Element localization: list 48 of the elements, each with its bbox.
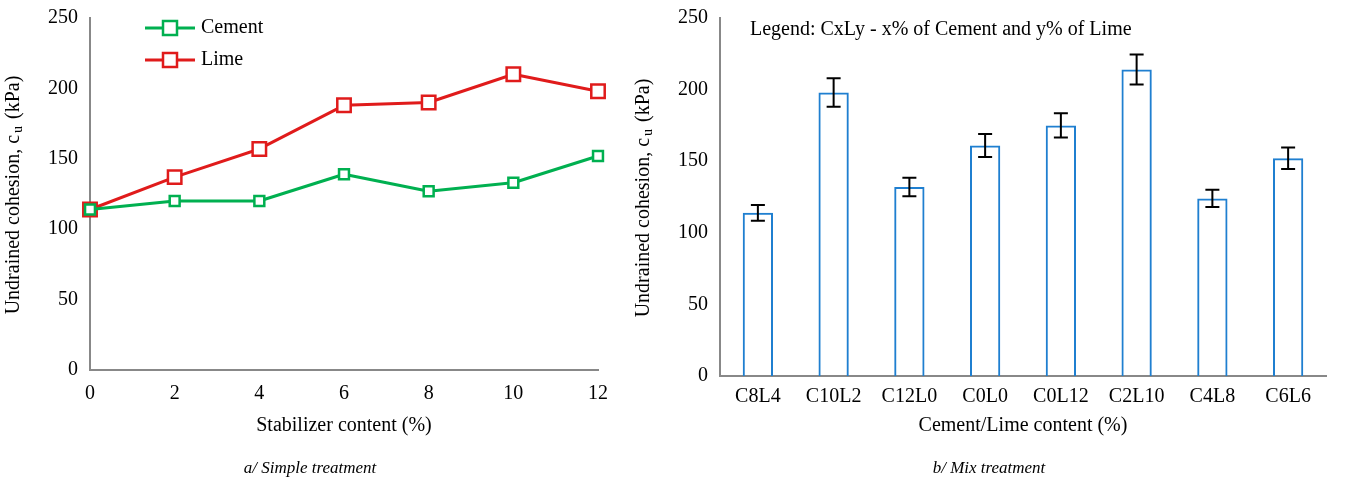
- x-tick-label: C0L0: [962, 384, 1008, 407]
- y-tick-label: 150: [48, 146, 78, 169]
- annotation: Legend: CxLy - x% of Cement and y% of Lime: [750, 17, 1132, 41]
- point: [253, 194, 266, 208]
- point: [168, 194, 181, 208]
- x-axis-title: Cement/Lime content (%): [918, 413, 1128, 437]
- point: [166, 169, 183, 186]
- text: a/ Simple treatment: [242, 458, 378, 478]
- point: [591, 149, 605, 163]
- point: [422, 184, 435, 198]
- x-tick-label: C8L4: [735, 384, 781, 407]
- x-tick-label: 6: [339, 381, 349, 404]
- y-tick-label: 250: [48, 5, 78, 28]
- y-tick-label: 50: [58, 286, 78, 309]
- y-tick-label: 150: [678, 148, 708, 171]
- x-tick-label: C10L2: [805, 384, 862, 407]
- y-tick-label: 50: [688, 291, 708, 314]
- point: [420, 94, 437, 111]
- x-tick-label: 10: [503, 381, 524, 404]
- x-axis-title: Stabilizer content (%): [256, 413, 432, 437]
- point: [337, 168, 351, 181]
- y-tick-label: 200: [48, 75, 78, 98]
- x-tick-label: C2L10: [1108, 384, 1165, 407]
- legend-label: Lime: [201, 47, 244, 70]
- x-tick-label: 4: [254, 381, 265, 404]
- x-tick-label: C12L0: [881, 384, 938, 407]
- y-tick-label: 200: [678, 76, 708, 99]
- y-tick-label: 0: [698, 363, 708, 386]
- x-tick-label: C4L8: [1189, 384, 1236, 407]
- x-tick-label: 0: [85, 381, 95, 404]
- y-tick-label: 250: [678, 5, 708, 28]
- point: [251, 140, 268, 157]
- y-tick-label: 100: [48, 216, 78, 239]
- text: b/ Mix treatment: [931, 458, 1047, 478]
- y-tick-label: 0: [68, 357, 78, 380]
- x-tick-label: C6L6: [1265, 384, 1311, 407]
- x-tick-label: C0L12: [1033, 384, 1089, 407]
- y-axis-title: Undrained cohesion, cu (kPa): [1, 75, 25, 315]
- point: [590, 83, 606, 100]
- x-tick-label: 2: [169, 381, 180, 404]
- point: [336, 97, 352, 114]
- point: [507, 176, 520, 189]
- x-tick-label: 8: [423, 381, 434, 404]
- y-tick-label: 100: [678, 220, 708, 243]
- x-tick-label: 12: [588, 381, 608, 404]
- y-axis-title: Undrained cohesion, cu (kPa): [631, 78, 655, 318]
- legend-label: Cement: [201, 15, 264, 38]
- point: [505, 66, 522, 83]
